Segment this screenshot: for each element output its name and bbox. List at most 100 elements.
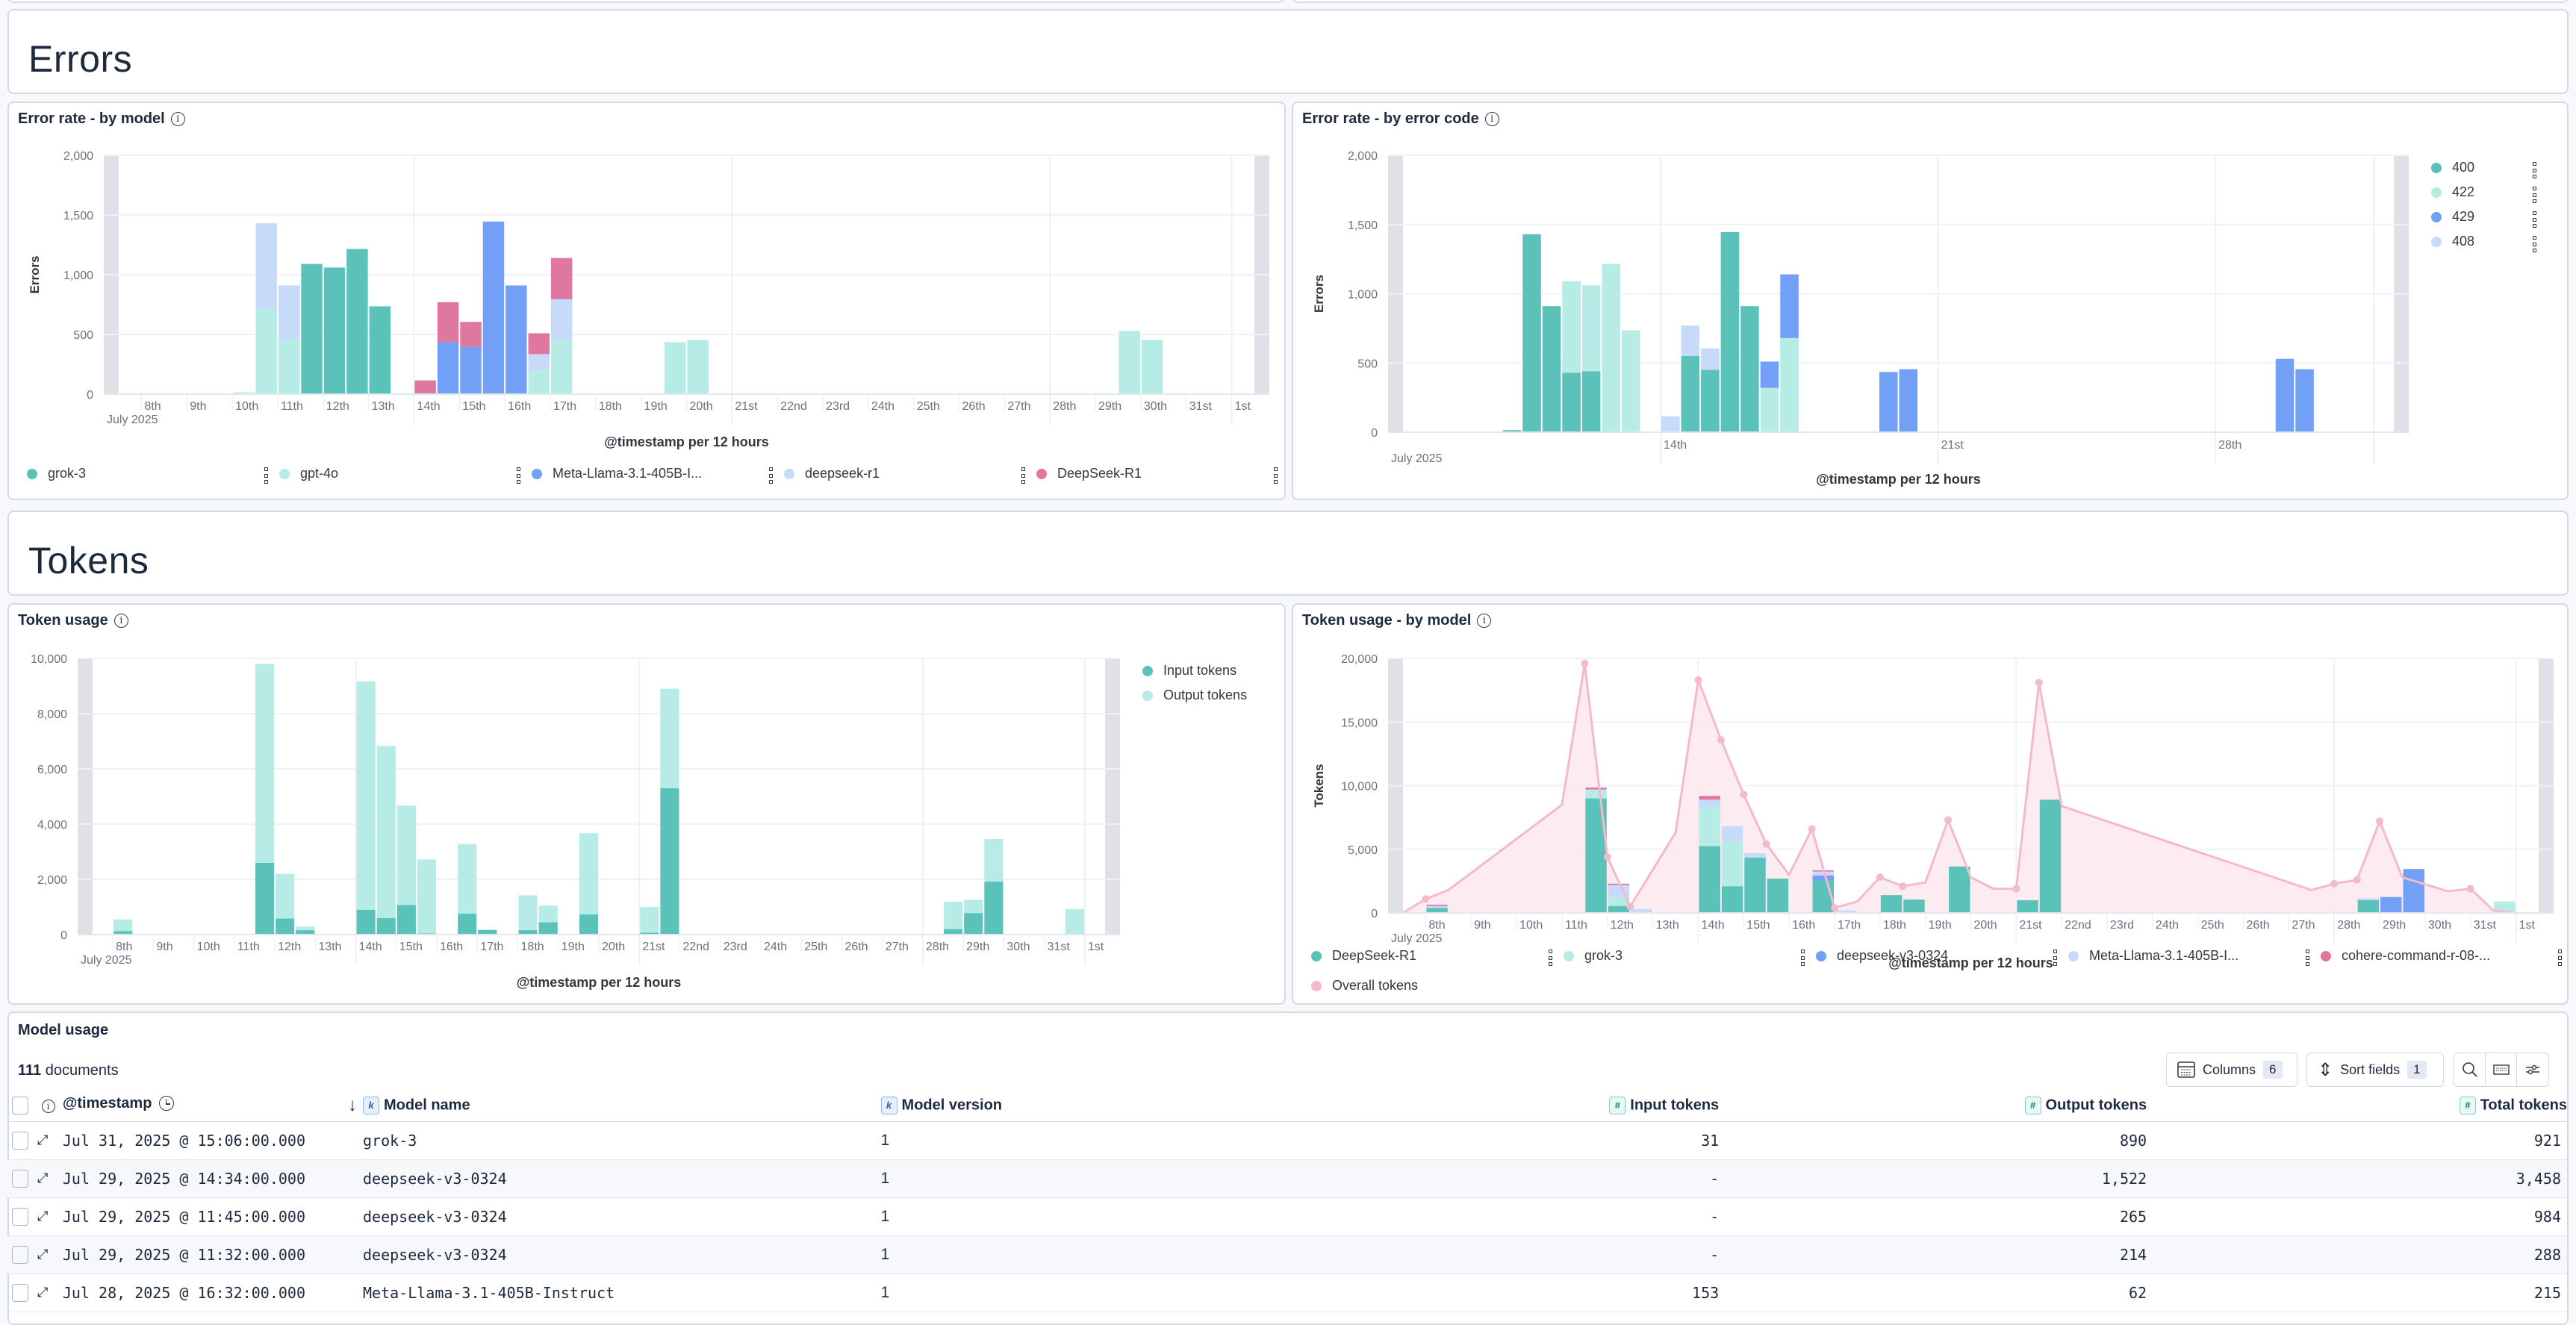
legend-item-menu-icon[interactable] <box>769 467 774 484</box>
bar-segment-meta-llama-3-1-405b-i- <box>437 342 459 394</box>
keyboard-icon[interactable] <box>2486 1053 2517 1086</box>
bar-segment-meta-llama-3-1-405b-i- <box>1699 799 1720 807</box>
legend-label: 400 <box>2452 160 2475 175</box>
legend-item[interactable]: 408 <box>2431 234 2474 249</box>
search-icon[interactable] <box>2454 1053 2486 1086</box>
token-usage-chart[interactable]: 0 2,000 4,000 6,000 8,000 10,000 8th 9th 10th 11t… <box>9 605 1287 1006</box>
legend-item-menu-icon[interactable] <box>1549 950 1553 966</box>
legend-item[interactable]: Overall tokens <box>1311 978 1418 994</box>
row-checkbox[interactable] <box>12 1245 28 1264</box>
legend-item-menu-icon[interactable] <box>2533 162 2537 178</box>
legend-item[interactable]: grok-3 <box>1564 948 1623 964</box>
legend-item-menu-icon[interactable] <box>2558 950 2563 966</box>
model-usage-table: i @timestamp ↓ k Model name k Model versio… <box>7 1090 2567 1312</box>
legend-item-menu-icon[interactable] <box>2306 950 2310 966</box>
info-icon[interactable]: i <box>170 112 185 126</box>
table-row[interactable]: ⤢ Jul 28, 2025 @ 16:32:00.000 Meta-Llama-3… <box>7 1273 2567 1312</box>
sort-fields-button[interactable]: ⇕ Sort fields 1 <box>2306 1053 2444 1087</box>
bar-segment-output-tokens <box>538 905 558 923</box>
legend-item[interactable]: gpt-4o <box>279 466 338 481</box>
legend-label: Meta-Llama-3.1-405B-I... <box>553 466 703 481</box>
token-usage-by-model-chart[interactable]: 0 5,000 10,000 15,000 20,000 8th 9th 10th 11th 12… <box>1293 605 2570 1006</box>
header-model-name[interactable]: k Model name <box>362 1090 881 1122</box>
legend-item-menu-icon[interactable] <box>264 467 269 484</box>
legend-item-menu-icon[interactable] <box>2053 950 2058 966</box>
row-checkbox[interactable] <box>12 1207 28 1226</box>
legend-item[interactable]: 422 <box>2431 184 2474 200</box>
legend-item[interactable]: deepseek-v3-0324 <box>1816 948 1948 964</box>
bar-segment-deepseek-r1 <box>1903 900 1925 913</box>
select-all-checkbox[interactable] <box>12 1096 28 1114</box>
x-tick-label: 14th <box>1664 439 1687 452</box>
bar-segment-gpt-4o <box>233 392 255 394</box>
info-icon[interactable]: i <box>41 1100 55 1114</box>
table-row[interactable]: ⤢ Jul 29, 2025 @ 11:32:00.000 deepseek-v3-… <box>7 1235 2567 1274</box>
header-model-version[interactable]: k Model version <box>880 1090 1609 1122</box>
legend-item[interactable]: Input tokens <box>1142 663 1236 679</box>
bar-segment-deepseek-r1 <box>1767 878 1789 913</box>
error-by-code-chart[interactable]: 0 500 1,000 1,500 2,000 14th 21st 28th July 2025… <box>1293 103 2570 502</box>
legend-item[interactable]: cohere-command-r-08-... <box>2321 948 2490 964</box>
legend-item-menu-icon[interactable] <box>2533 236 2537 252</box>
info-icon[interactable]: i <box>1484 112 1499 126</box>
expand-icon[interactable]: ⤢ <box>37 1132 49 1148</box>
legend-item[interactable]: 400 <box>2431 160 2474 175</box>
bar-segment-422 <box>1581 285 1601 372</box>
legend-item[interactable]: DeepSeek-R1 <box>1311 948 1416 964</box>
header-timestamp[interactable]: @timestamp ↓ <box>55 1090 363 1122</box>
row-checkbox[interactable] <box>12 1131 28 1150</box>
legend-item-menu-icon[interactable] <box>1801 950 1805 966</box>
expand-icon[interactable]: ⤢ <box>37 1247 49 1262</box>
error-by-code-panel: Error rate - by error code i 0 500 1,000 1,… <box>1292 102 2569 500</box>
bar-segment-grok-3 <box>1585 789 1607 799</box>
legend-item[interactable]: deepseek-r1 <box>784 466 880 481</box>
legend-item[interactable]: grok-3 <box>27 466 86 481</box>
overall-tokens-point <box>1899 882 1907 891</box>
bar-segment-output-tokens <box>984 838 1004 882</box>
row-checkbox[interactable] <box>12 1283 28 1302</box>
legend-item[interactable]: Meta-Llama-3.1-405B-I... <box>532 466 702 481</box>
info-icon[interactable]: i <box>113 614 128 628</box>
sort-descending-icon[interactable]: ↓ <box>347 1094 357 1115</box>
cell-total-tokens: 215 <box>2147 1273 2567 1312</box>
previous-panel-left <box>7 0 1284 3</box>
error-by-model-chart[interactable]: 0 500 1,000 1,500 2,000 8th 9th 10th 11th 12th 13t… <box>9 103 1287 502</box>
overall-tokens-point <box>1808 825 1816 833</box>
table-row[interactable]: ⤢ Jul 31, 2025 @ 15:06:00.000 grok-3 1 31 890… <box>7 1121 2567 1160</box>
legend-color-dot <box>2068 950 2079 961</box>
columns-button[interactable]: Columns 6 <box>2166 1053 2297 1087</box>
legend-item[interactable]: Meta-Llama-3.1-405B-I... <box>2068 948 2239 964</box>
header-output-tokens[interactable]: # Output tokens <box>1719 1090 2147 1122</box>
expand-icon[interactable]: ⤢ <box>37 1209 49 1224</box>
x-tick-label: 29th <box>966 941 989 953</box>
table-row[interactable]: ⤢ Jul 29, 2025 @ 11:45:00.000 deepseek-v3-… <box>7 1197 2567 1236</box>
header-total-tokens[interactable]: # Total tokens <box>2147 1090 2567 1122</box>
expand-icon[interactable]: ⤢ <box>37 1170 49 1186</box>
x-tick-label: 15th <box>462 400 485 413</box>
grid-toolbar-icons <box>2454 1053 2549 1087</box>
overall-tokens-point <box>2353 876 2361 884</box>
row-select-cell: ⤢ <box>7 1121 55 1160</box>
overall-tokens-point <box>1626 902 1634 911</box>
bar-segment-input-tokens <box>944 929 963 935</box>
legend-item[interactable]: DeepSeek-R1 <box>1036 466 1142 481</box>
table-row[interactable]: ⤢ Jul 29, 2025 @ 14:34:00.000 deepseek-v3-… <box>7 1159 2567 1198</box>
legend-item-menu-icon[interactable] <box>2533 187 2537 203</box>
expand-icon[interactable]: ⤢ <box>37 1285 49 1300</box>
bar-segment-deepseek-r1 <box>1949 866 1970 913</box>
row-checkbox[interactable] <box>12 1169 28 1188</box>
row-select-cell: ⤢ <box>7 1273 55 1312</box>
bar-segment-input-tokens <box>478 929 497 935</box>
bar-segment-grok-3 <box>1608 897 1630 906</box>
overall-tokens-point <box>1762 840 1770 848</box>
display-settings-icon[interactable] <box>2517 1053 2548 1086</box>
legend-item[interactable]: Output tokens <box>1142 688 1247 703</box>
legend-item-menu-icon[interactable] <box>2533 211 2537 228</box>
legend-item-menu-icon[interactable] <box>1021 467 1026 484</box>
legend-item[interactable]: 429 <box>2431 209 2474 225</box>
header-input-tokens[interactable]: # Input tokens <box>1608 1090 1720 1122</box>
legend-item-menu-icon[interactable] <box>1274 467 1278 484</box>
bar-segment-gpt-4o <box>1141 340 1163 394</box>
info-icon[interactable]: i <box>1477 614 1492 628</box>
legend-item-menu-icon[interactable] <box>517 467 521 484</box>
